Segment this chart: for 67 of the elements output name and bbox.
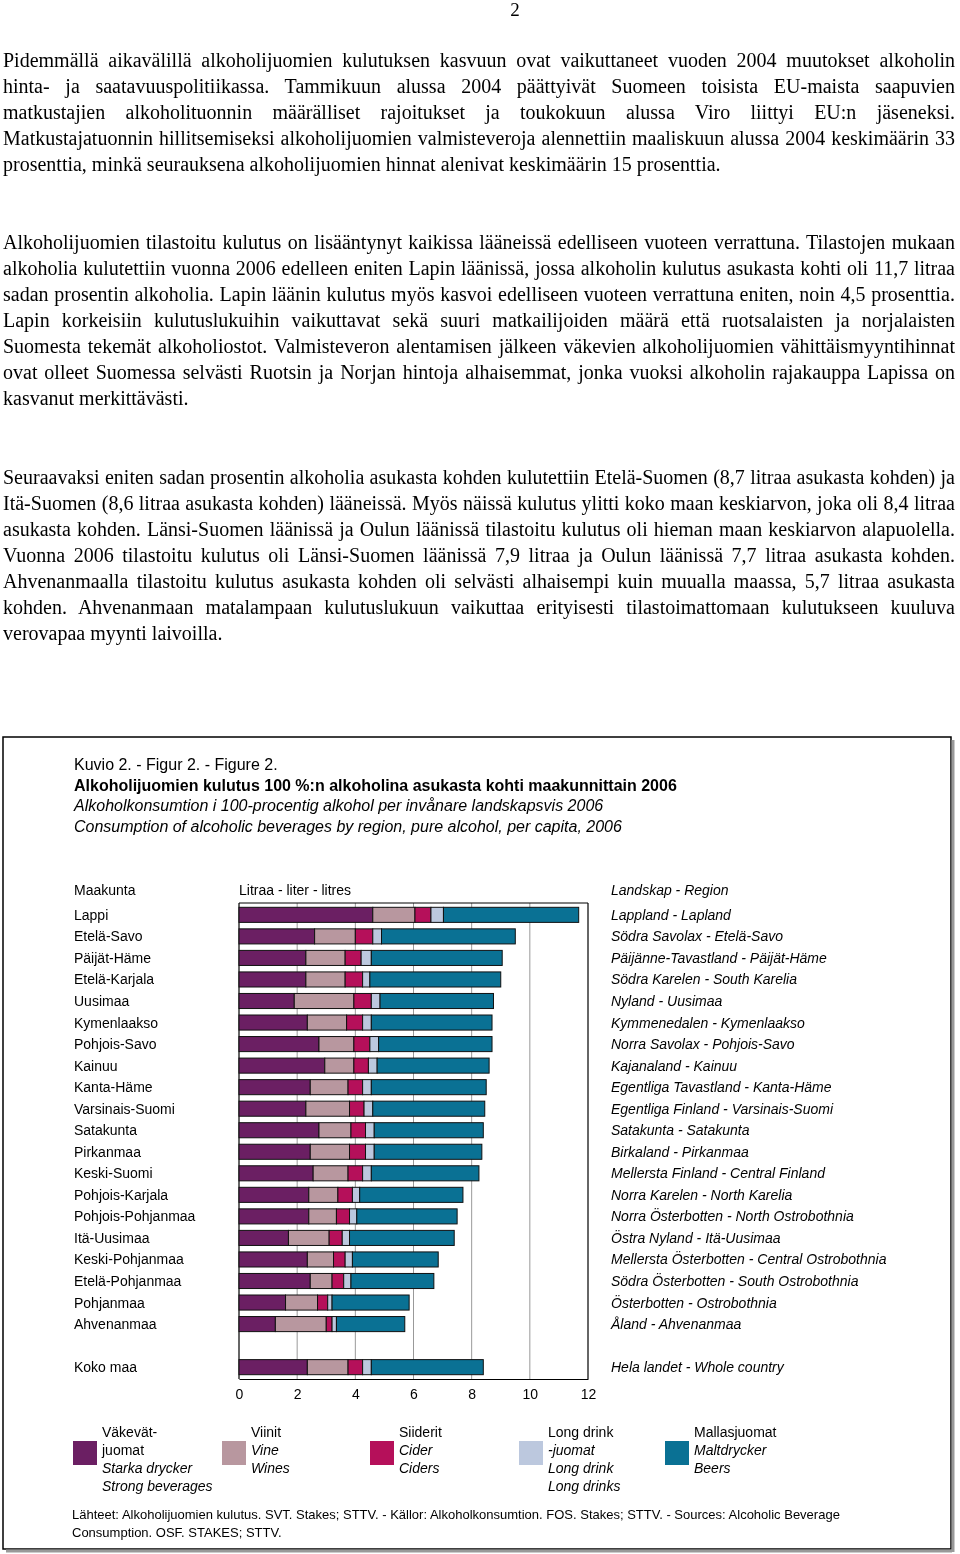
y-tick-label: Etelä-Savo [74, 928, 143, 945]
y-tick-label: Etelä-Pohjanmaa [74, 1273, 182, 1289]
text: Päijänne-Tavastland - Päijät-Häme [611, 949, 828, 966]
text: Birkaland - Pirkanmaa [611, 1143, 749, 1160]
x-tick-label: 2 [293, 1385, 302, 1402]
text: Landskap - Region [611, 882, 729, 898]
legend-label: Mallasjuomat Maltdrycker Beers [694, 1424, 777, 1476]
text: Alkoholijuomien tilastoitu kulutus on lisääntynyt kaikissa lääneissä edelliseen vuoteen verrattuna. Tilastojen mukaan alkoholia kulutettiin vuonna 2006 edelleen eniten Lapin läänissä, jossa alkoholin kulutus asukasta kohti oli 11,7 litraa sadan prosentin alkoholia. Lapin läänin kulutus myös kasvoi edelliseen vuoteen verrattuna eniten, noin 4,5 prosenttia. Lapin korkeisiin kulutuslukuihin vaikuttavat sekä suuri matkailijoiden määrä että ruotsalaisten ja norjalaisten Suomesta tekemät alkoholiostot. Valmisteveron alentamisen jälkeen väkevien alkoholijuomien vähittäismyyntihinnat ovat olleet Suomessa selvästi Ruotsin ja Norjan hintoja alhaisemmat, jonka vuoksi alkoholin rajakauppa Lapissa on kasvanut merkittävästi. [3, 230, 955, 411]
x-tick-label: 6 [410, 1385, 419, 1402]
legend-label: Siiderit Cider Ciders [399, 1424, 442, 1476]
y-axis-title: Maakunta [74, 882, 136, 898]
chart-subtitle: Alkoholkonsumtion i 100-procentig alkohol per invånare landskapsvis 2006 Consumption of alcoholic beverages by region, pure alcohol, per capita, 2006 [73, 797, 622, 835]
text: Norra Österbotten - North Ostrobothnia [611, 1207, 854, 1225]
text: Norra Savolax - Pohjois-Savo [611, 1036, 795, 1053]
text: Mellersta Österbotten - Central Ostrobothnia [611, 1250, 887, 1268]
y-tick-label: Kanta-Häme [74, 1079, 153, 1096]
y-tick-label: Kymenlaakso [74, 1014, 159, 1031]
y-tick-label: Etelä-Karjala [74, 971, 155, 988]
y-tick-label: Itä-Uusimaa [74, 1229, 150, 1246]
text: Hela landet - Whole country [611, 1359, 785, 1376]
y-tick-label: Varsinais-Suomi [74, 1100, 175, 1117]
y-tick-label: Koko maa [74, 1359, 138, 1376]
text: Södra Karelen - South Karelia [611, 971, 798, 988]
legend-label: Väkevät- juomat Starka drycker Strong beverages [101, 1424, 213, 1494]
legend-label: Viinit Vine Wines [251, 1424, 290, 1476]
x-axis-title: Litraa - liter - litres [239, 882, 352, 898]
y-tick-label: Kainuu [74, 1057, 118, 1074]
legend-label: Long drink -juomat Long drink Long drinks [548, 1424, 621, 1494]
x-tick-label: 10 [522, 1385, 539, 1402]
x-tick-label: 12 [580, 1385, 597, 1402]
text: 2 [510, 0, 520, 20]
y-tick-label: Keski-Pohjanmaa [74, 1251, 184, 1268]
y-tick-label: Satakunta [74, 1122, 138, 1139]
text: Östra Nyland - Itä-Uusimaa [611, 1228, 781, 1246]
text: Lappland - Lapland [611, 906, 733, 923]
text: Kajanaland - Kainuu [611, 1057, 738, 1074]
x-tick-label: 4 [351, 1385, 360, 1402]
text: Södra Österbotten - South Ostrobothnia [611, 1272, 859, 1289]
y-tick-label: Keski-Suomi [74, 1165, 153, 1182]
y-tick-label: Pohjois-Karjala [74, 1186, 169, 1203]
x-tick-label: 8 [468, 1385, 477, 1402]
y-tick-label: Pohjois-Savo [74, 1036, 157, 1053]
text: Nyland - Uusimaa [611, 993, 723, 1009]
y-tick-label: Päijät-Häme [74, 949, 152, 966]
text: Södra Savolax - Etelä-Savo [611, 928, 784, 945]
text: Kymmenedalen - Kymenlaakso [611, 1014, 805, 1031]
y-tick-label: Pohjanmaa [74, 1294, 146, 1311]
bar [331, 1294, 410, 1311]
y-tick-label: Pohjois-Pohjanmaa [74, 1208, 196, 1225]
text: Lähteet: Alkoholijuomien kulutus. SVT. Stakes; STTV. - Källor: Alkoholkonsumtion. FOS. Stakes; STTV. - Sources: Alcoholic Beverage Consumption. OSF. STAKES; STTV. [72, 1506, 841, 1542]
y-tick-label: Lappi [74, 906, 109, 923]
text: Kuvio 2. - Figur 2. - Figure 2. [74, 756, 278, 773]
text: Satakunta - Satakunta [611, 1122, 750, 1139]
text: Pidemmällä aikavälillä alkoholijuomien kulutuksen kasvuun ovat vaikuttaneet vuoden 2004 muutokset alkoholin hinta- ja saatavuuspolitiikassa. Tammikuun alussa 2004 päättyivät Suomeen toisista EU-maista saapuvien matkustajien alkoholituonnin määrälliset rajoitukset ja toukokuun alussa Viro liittyi EU:n jäseneksi. Matkustajatuonnin hillitsemiseksi alkoholijuomien valmisteveroja alennettiin maaliskuun alussa 2004 keskimäärin 33 prosenttia, minkä seurauksena alkoholijuomien hinnat alenivat keskimäärin 15 prosenttia. [3, 48, 955, 177]
y-tick-label: Ahvenanmaa [74, 1316, 157, 1333]
text: Mellersta Finland - Central Finland [611, 1165, 827, 1182]
text: Egentliga Finland - Varsinais-Suomi [611, 1100, 834, 1117]
x-tick-label: 0 [235, 1385, 244, 1402]
bar [335, 1316, 406, 1333]
y-tick-label: Uusimaa [74, 993, 130, 1009]
y-tick-label: Pirkanmaa [74, 1143, 142, 1160]
text: Åland - Ahvenanmaa [610, 1316, 742, 1333]
chart-title: Alkoholijuomien kulutus 100 %:n alkoholina asukasta kohti maakunnittain 2006 [74, 777, 677, 794]
text: Seuraavaksi eniten sadan prosentin alkoholia asukasta kohden kulutettiin Etelä-Suomen (8,7 litraa asukasta kohden) ja Itä-Suomen (8,6 litraa asukasta kohden) lääneissä. Myös näissä kulutus ylitti koko maan keskiarvon, joka oli 8,4 litraa asukasta kohden. Länsi-Suomen läänissä ja Oulun läänissä tilastoitu kulutus oli hieman maan keskiarvon alapuolella. Vuonna 2006 tilastoitu kulutus oli Länsi-Suomen läänissä 7,9 litraa ja Oulun läänissä 7,7 litraa asukasta kohden. Ahvenanmaalla tilastoitu kulutus asukasta kohden oli selvästi alhaisempi kuin muualla maassa, 5,7 litraa asukasta kohden. Ahvenanmaan matalampaan kulutuslukuun vaikuttaa erityisesti tilastoimattomaan kulutukseen kuuluva verovapaa myynti laivoilla. [3, 465, 955, 646]
text: Norra Karelen - North Karelia [611, 1186, 793, 1203]
text: Österbotten - Ostrobothnia [611, 1293, 777, 1311]
text: Egentliga Tavastland - Kanta-Häme [611, 1079, 832, 1096]
